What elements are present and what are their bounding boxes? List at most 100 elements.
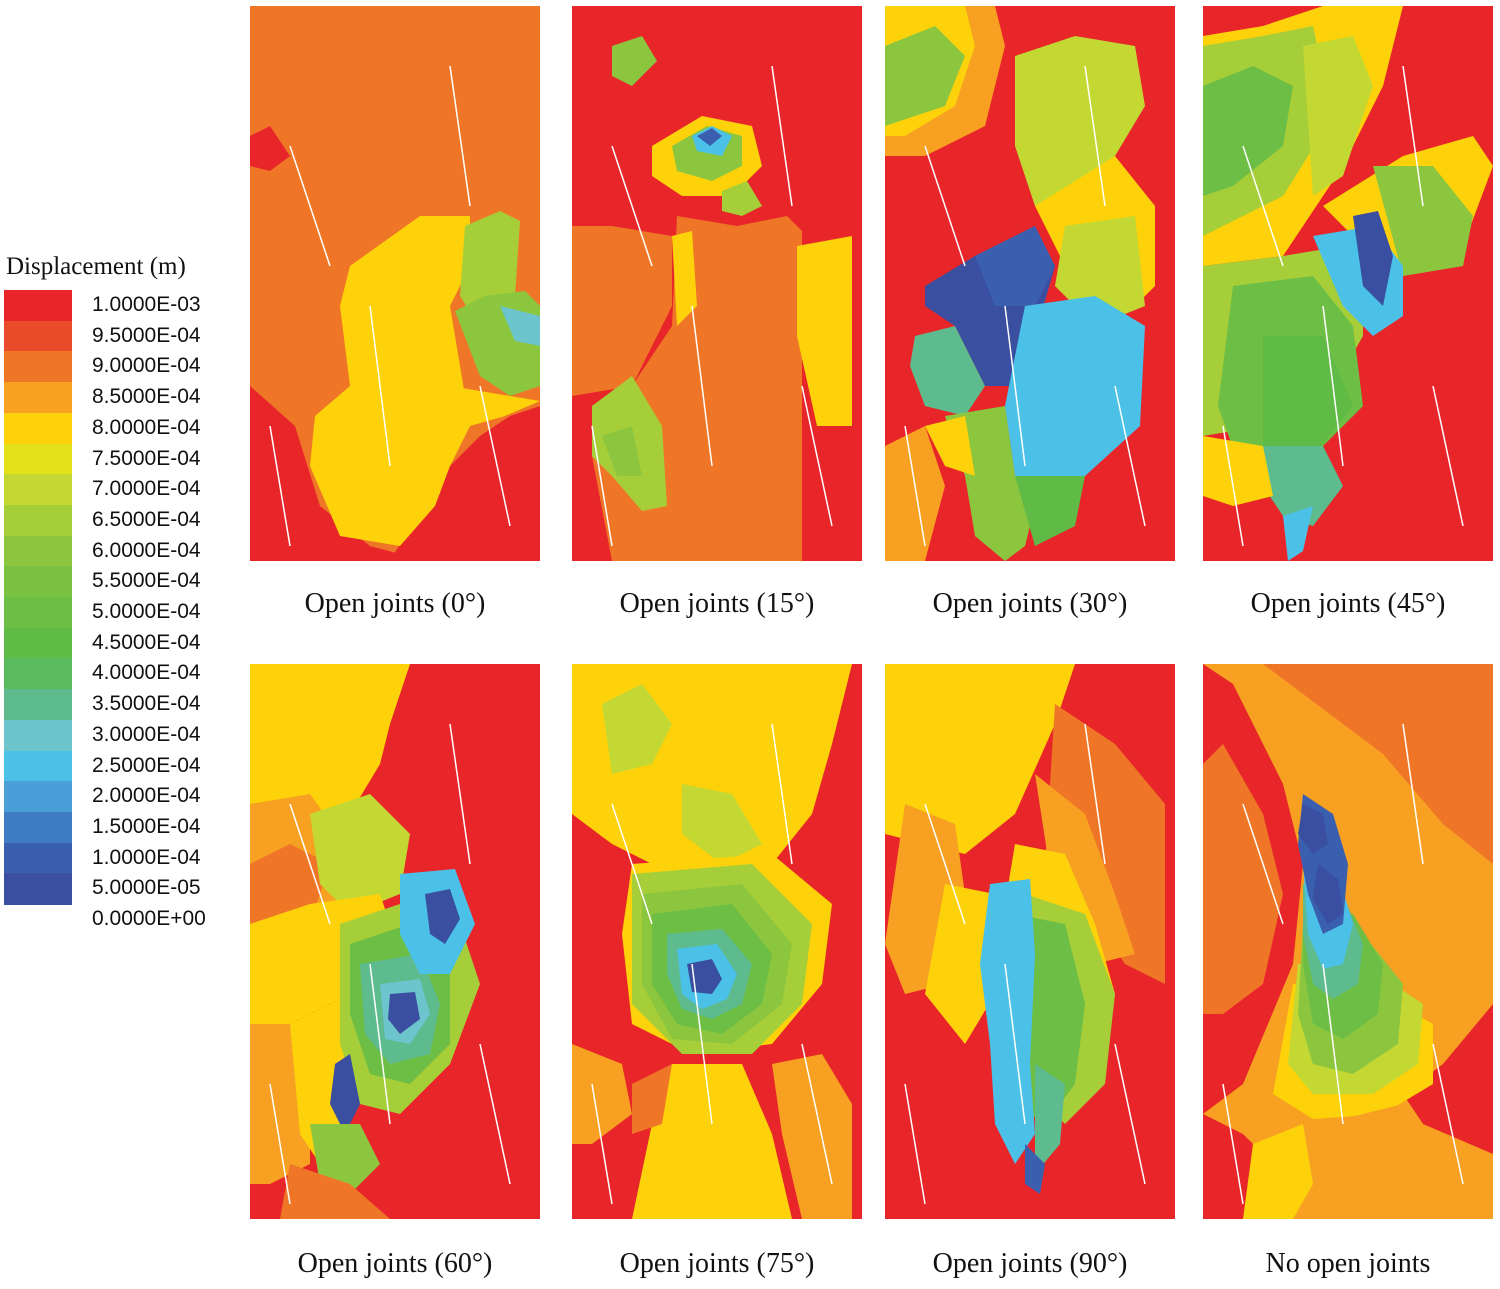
legend-swatch	[4, 842, 72, 874]
legend-swatch	[4, 443, 72, 475]
legend-swatch	[4, 719, 72, 752]
contour-region	[632, 1064, 672, 1134]
legend-tick-label: 2.0000E-04	[92, 784, 201, 808]
contour-region	[1035, 1064, 1065, 1174]
legend-tick-label: 8.5000E-04	[92, 385, 201, 409]
displacement-contour-map	[250, 6, 540, 561]
legend-tick-label: 7.0000E-04	[92, 477, 201, 501]
crack-line	[904, 425, 926, 547]
panel-open-joints-90	[885, 664, 1175, 1219]
crack-line	[611, 145, 653, 267]
crack-line	[1432, 1043, 1464, 1185]
legend-swatch	[4, 504, 72, 537]
legend-tick-label: 6.5000E-04	[92, 507, 201, 531]
contour-region	[925, 416, 975, 476]
legend-tick-label: 1.0000E-04	[92, 845, 201, 869]
legend-title: Displacement (m)	[6, 253, 186, 280]
legend-swatch	[4, 474, 72, 506]
contour-region	[1303, 36, 1373, 196]
contour-region	[1015, 476, 1085, 546]
contour-region	[1203, 744, 1283, 1014]
contour-region	[1298, 804, 1328, 854]
panel-open-joints-0	[250, 6, 540, 561]
panel-caption: Open joints (75°)	[619, 1248, 815, 1279]
legend-swatch	[4, 320, 72, 352]
crack-line	[801, 385, 833, 527]
legend-tick-label: 5.0000E-04	[92, 600, 201, 623]
crack-line	[289, 145, 331, 267]
crack-line	[369, 305, 391, 467]
panel-open-joints-60	[250, 664, 540, 1219]
legend-swatch	[4, 535, 72, 567]
contour-region	[632, 1064, 792, 1219]
legend-swatch	[4, 811, 72, 844]
contour-region	[1045, 704, 1165, 984]
contour-region	[572, 1044, 632, 1144]
crack-line	[611, 803, 653, 925]
legend-swatch	[4, 750, 72, 782]
crack-line	[449, 723, 471, 865]
contour-region	[697, 128, 722, 146]
panel-open-joints-45	[1203, 6, 1493, 561]
crack-line	[591, 425, 613, 547]
crack-line	[1114, 385, 1146, 527]
legend-swatch	[4, 382, 72, 414]
panel-caption: Open joints (90°)	[932, 1248, 1128, 1279]
contour-region	[1353, 211, 1393, 306]
contour-region	[1203, 436, 1273, 506]
displacement-contour-map	[572, 6, 862, 561]
legend-swatch	[4, 412, 72, 445]
crack-line	[1402, 65, 1424, 207]
crack-line	[1114, 1043, 1146, 1185]
crack-line	[1004, 305, 1026, 467]
legend-swatch	[4, 781, 72, 813]
panel-no-open-joints	[1203, 664, 1493, 1219]
contour-region	[672, 231, 697, 326]
contour-region	[975, 226, 1055, 306]
contour-region	[682, 784, 762, 864]
legend-tick-label: 8.0000E-04	[92, 415, 201, 439]
crack-line	[924, 803, 966, 925]
crack-line	[1322, 963, 1344, 1125]
crack-line	[691, 305, 713, 467]
contour-region	[310, 794, 410, 914]
legend-swatch	[4, 658, 72, 690]
contour-region	[885, 426, 945, 561]
panel-caption: Open joints (15°)	[619, 588, 815, 619]
crack-line	[691, 963, 713, 1125]
crack-line	[771, 65, 793, 207]
panel-open-joints-30	[885, 6, 1175, 561]
contour-region	[1025, 1144, 1045, 1194]
contour-region	[885, 26, 965, 126]
crack-line	[924, 145, 966, 267]
crack-line	[801, 1043, 833, 1185]
contour-region	[425, 889, 460, 944]
contour-region	[310, 216, 470, 546]
legend-tick-label: 1.5000E-04	[92, 814, 201, 838]
legend-swatch	[4, 566, 72, 598]
legend-tick-label: 0.0000E+00	[92, 907, 206, 930]
crack-line	[1242, 803, 1284, 925]
contour-region	[1313, 1104, 1463, 1219]
contour-region	[330, 1054, 360, 1134]
contour-region	[797, 236, 852, 426]
legend-swatch	[4, 689, 72, 721]
contour-region	[602, 426, 642, 476]
contour-region	[1313, 864, 1343, 924]
crack-line	[449, 65, 471, 207]
contour-region	[612, 36, 657, 86]
contour-region	[1373, 166, 1473, 276]
panel-caption: Open joints (45°)	[1250, 588, 1446, 619]
contour-region	[885, 664, 1075, 854]
contour-region	[500, 306, 540, 346]
contour-region	[280, 1164, 390, 1219]
legend-tick-label: 7.5000E-04	[92, 446, 201, 470]
legend-tick-label: 6.0000E-04	[92, 538, 201, 562]
panel-caption: Open joints (0°)	[304, 588, 486, 619]
displacement-contour-map	[1203, 6, 1493, 561]
legend-tick-label: 2.5000E-04	[92, 753, 201, 777]
contour-region	[687, 959, 722, 994]
legend-tick-label: 9.0000E-04	[92, 354, 201, 378]
crack-line	[1222, 1083, 1244, 1205]
crack-line	[269, 1083, 291, 1205]
